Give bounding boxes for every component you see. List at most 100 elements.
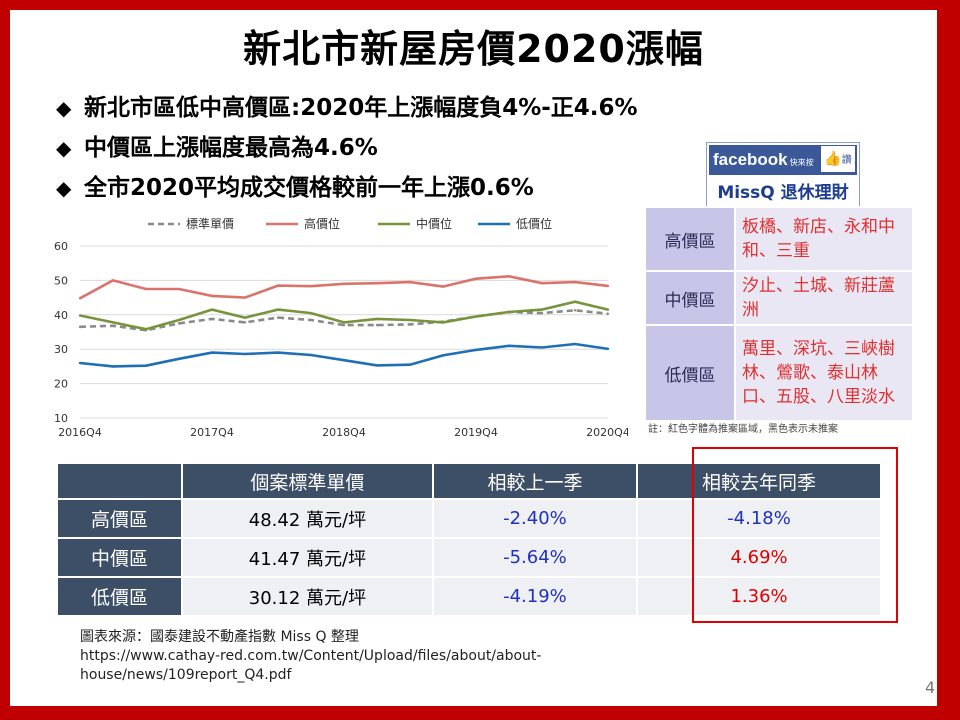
stats-price: 30.12 萬元/坪: [183, 578, 432, 615]
data-point: [606, 347, 610, 351]
data-point: [78, 314, 82, 317]
zone-districts: 板橋、新店、永和中和、三重: [734, 206, 914, 272]
stats-row: 低價區 30.12 萬元/坪 -4.19% 1.36%: [58, 578, 880, 615]
data-point: [276, 351, 280, 354]
data-point: [540, 281, 544, 285]
data-point: [573, 342, 577, 346]
zone-label: 高價區: [644, 206, 736, 272]
stats-yoy: 4.69%: [638, 539, 880, 576]
stats-row: 高價區 48.42 萬元/坪 -2.40% -4.18%: [58, 500, 880, 537]
data-point: [375, 364, 379, 367]
x-tick-label: 2020Q4: [586, 426, 628, 439]
diamond-bullet-icon: ◆: [56, 176, 72, 200]
legend-label: 中價位: [416, 216, 452, 231]
source-note: 圖表來源：國泰建設不動產指數 Miss Q 整理 https://www.cat…: [80, 629, 542, 683]
zone-note: 註：紅色字體為推案區域，黑色表示未推案: [648, 424, 838, 435]
data-point: [243, 316, 247, 319]
diamond-bullet-icon: ◆: [56, 136, 72, 160]
y-tick-label: 10: [54, 412, 68, 425]
data-point: [606, 312, 610, 315]
data-point: [276, 308, 280, 311]
data-point: [177, 357, 181, 361]
data-point: [540, 308, 544, 311]
data-point: [441, 285, 445, 288]
data-point: [375, 323, 379, 327]
zone-districts: 汐止、土城、新莊蘆洲: [734, 270, 914, 326]
legend-label: 高價位: [304, 216, 340, 231]
data-point: [342, 359, 346, 362]
data-point: [177, 287, 181, 291]
data-point: [144, 287, 148, 291]
bullet-text: 新北市區低中高價區:2020年上漲幅度負4%-正4.6%: [84, 95, 638, 121]
y-tick-label: 60: [54, 240, 68, 253]
bullet-text: 中價區上漲幅度最高為4.6%: [84, 135, 378, 161]
price-zone-table: 高價區 板橋、新店、永和中和、三重 中價區 汐止、土城、新莊蘆洲 低價區 萬里、深坑、三峽…: [644, 206, 914, 422]
data-point: [144, 364, 148, 367]
data-point: [474, 277, 478, 280]
line-chart: 10 20 30 40 50 60 2016Q4 2017Q4 2018Q4 2019Q4 2020…: [54, 216, 628, 439]
data-point: [342, 321, 346, 324]
data-point: [144, 328, 148, 331]
x-tick-label: 2019Q4: [454, 426, 498, 439]
y-tick-label: 30: [54, 343, 68, 356]
data-point: [111, 324, 115, 328]
data-point: [177, 318, 181, 322]
data-point: [441, 321, 445, 324]
page-number: 4: [925, 678, 936, 697]
data-point: [573, 309, 577, 312]
stats-row: 中價區 41.47 萬元/坪 -5.64% 4.69%: [58, 539, 880, 576]
zone-row: 高價區 板橋、新店、永和中和、三重: [644, 206, 914, 272]
data-point: [507, 310, 511, 314]
stats-row-label: 低價區: [58, 578, 182, 615]
zone-districts: 萬里、深坑、三峽樹林、鶯歌、泰山林口、五股、八里淡水: [734, 324, 914, 422]
data-point: [210, 351, 214, 354]
slide-title: 新北市新屋房價2020漲幅: [243, 27, 704, 71]
diamond-bullet-icon: ◆: [56, 96, 72, 120]
y-tick-label: 50: [54, 274, 68, 287]
data-point: [243, 352, 247, 356]
stats-yoy: -4.18%: [638, 500, 880, 537]
data-point: [78, 297, 82, 300]
series-line-0: [79, 308, 609, 332]
stats-row-label: 中價區: [58, 539, 182, 576]
x-tick-label: 2018Q4: [322, 426, 366, 439]
data-point: [441, 354, 445, 357]
data-point: [507, 275, 511, 278]
stats-table: 個案標準單價 相較上一季 相較去年同季 高價區 48.42 萬元/坪 -2.40% -…: [56, 462, 882, 617]
data-point: [210, 308, 214, 311]
badge-caption: MissQ 退休理財園地: [717, 183, 849, 235]
data-point: [309, 318, 313, 322]
data-point: [342, 323, 346, 327]
data-point: [408, 323, 412, 326]
data-point: [276, 284, 280, 287]
y-tick-label: 20: [54, 378, 68, 391]
stats-qoq: -4.19%: [433, 578, 637, 615]
series-line-1: [79, 274, 609, 300]
data-point: [78, 361, 82, 365]
data-point: [507, 344, 511, 347]
data-point: [375, 317, 379, 321]
data-point: [210, 294, 214, 298]
stats-qoq: -2.40%: [433, 500, 637, 537]
data-point: [540, 346, 544, 349]
bullet-2: ◆ 中價區上漲幅度最高為4.6%: [56, 128, 378, 162]
data-point: [408, 363, 412, 366]
zone-label: 低價區: [644, 324, 736, 422]
data-point: [78, 325, 82, 329]
data-point: [408, 280, 412, 284]
stats-qoq: -5.64%: [433, 539, 637, 576]
data-point: [276, 316, 280, 319]
x-tick-label: 2016Q4: [58, 426, 102, 439]
zone-row: 中價區 汐止、土城、新莊蘆洲: [644, 270, 914, 326]
bullet-text: 全市2020平均成交價格較前一年上漲0.6%: [84, 175, 534, 201]
data-point: [540, 311, 544, 315]
zone-label: 中價區: [644, 270, 736, 326]
stats-yoy: 1.36%: [638, 578, 880, 615]
zone-row: 低價區 萬里、深坑、三峽樹林、鶯歌、泰山林口、五股、八里淡水: [644, 324, 914, 422]
data-point: [606, 308, 610, 311]
y-tick-label: 40: [54, 309, 68, 322]
data-point: [606, 284, 610, 288]
legend-label: 標準單價: [186, 216, 234, 231]
stats-price: 48.42 萬元/坪: [183, 500, 432, 537]
